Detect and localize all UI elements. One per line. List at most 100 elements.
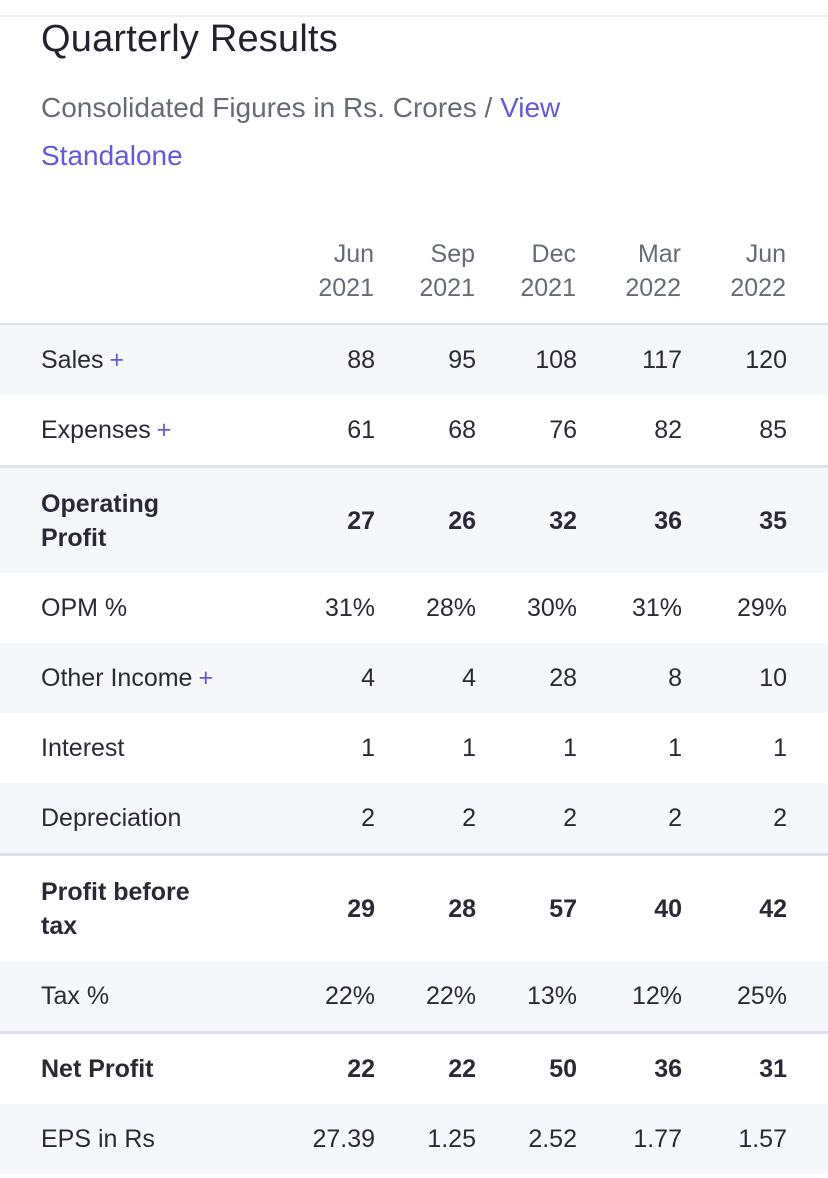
- column-year: 2021: [318, 274, 374, 302]
- row-label-text: Tax %: [41, 981, 110, 1010]
- row-pad: [787, 324, 828, 395]
- expand-plus-icon[interactable]: +: [109, 345, 125, 374]
- cell-value: 1: [668, 733, 682, 762]
- cell-value: 26: [375, 465, 476, 573]
- cell-value: 42: [682, 853, 787, 961]
- cell-value: 82: [654, 415, 682, 444]
- row-pad: [787, 573, 828, 643]
- cell-value: 31%: [324, 593, 375, 622]
- cell-value: 40: [577, 853, 682, 961]
- table-row: Interest 1 1 1 1 1: [0, 713, 828, 783]
- cell-value: 25%: [682, 961, 787, 1033]
- cell-value: 1.25: [375, 1104, 476, 1174]
- cell-value: 32: [476, 465, 577, 573]
- table-row: Profit before tax 29 28 57 40 42: [0, 853, 828, 961]
- row-label-text: Net Profit: [41, 1054, 154, 1083]
- cell-value: 2: [375, 783, 476, 855]
- row-label[interactable]: Sales +: [0, 324, 275, 395]
- cell-value: 2: [275, 783, 375, 855]
- row-label-text: Expenses: [41, 415, 151, 444]
- quarterly-results-table: Jun 2021 Sep 2021 Dec 2021 Mar 2022 Jun 2022 Sale…: [0, 236, 828, 1174]
- cell-value: 12%: [577, 961, 682, 1033]
- cell-value: 10: [682, 643, 787, 713]
- row-label-text: Other Income: [41, 663, 193, 692]
- column-header: Dec 2021: [476, 236, 577, 325]
- row-label[interactable]: Expenses +: [0, 395, 275, 467]
- cell-value: 22%: [375, 961, 476, 1033]
- row-label: Net Profit: [0, 1031, 275, 1104]
- cell-value: 2: [682, 783, 787, 855]
- row-label-text: Profit before tax: [41, 877, 190, 940]
- row-pad: [787, 395, 828, 467]
- column-header: Jun 2022: [682, 236, 787, 325]
- cell-value: 4: [375, 643, 476, 713]
- row-label: Operating Profit: [0, 465, 275, 573]
- table-row: Operating Profit 27 26 32 36 35: [0, 465, 828, 573]
- table-row: EPS in Rs 27.39 1.25 2.52 1.77 1.57: [0, 1104, 828, 1174]
- cell-value: 2.52: [476, 1104, 577, 1174]
- table-row: Tax % 22% 22% 13% 12% 25%: [0, 961, 828, 1033]
- row-pad: [787, 961, 828, 1033]
- cell-value: 31: [682, 1031, 787, 1104]
- column-month: Sep: [430, 240, 475, 268]
- table-row[interactable]: Sales +88 95 108 117 120: [0, 324, 828, 395]
- column-header: Sep 2021: [375, 236, 476, 325]
- cell-value: 117: [577, 324, 682, 395]
- row-pad: [787, 1104, 828, 1174]
- row-label: Depreciation: [0, 783, 275, 855]
- row-label-text: Depreciation: [41, 803, 182, 832]
- row-label: OPM %: [0, 573, 275, 643]
- row-label: Tax %: [0, 961, 275, 1033]
- row-pad: [787, 783, 828, 855]
- cell-value: 31%: [631, 593, 682, 622]
- cell-value: 28%: [425, 593, 476, 622]
- cell-value: 1: [773, 733, 787, 762]
- cell-value: 2: [577, 783, 682, 855]
- cell-value: 29: [275, 853, 375, 961]
- cell-value: 2: [476, 783, 577, 855]
- cell-value: 28: [375, 853, 476, 961]
- column-header: Jun 2021: [275, 236, 375, 325]
- column-month: Jun: [333, 240, 374, 268]
- row-label[interactable]: Other Income +: [0, 643, 275, 713]
- column-year: 2022: [625, 274, 681, 302]
- top-divider: [0, 15, 828, 17]
- row-pad: [787, 853, 828, 961]
- header-pad: [787, 236, 828, 325]
- cell-value: 61: [347, 415, 375, 444]
- cell-value: 57: [476, 853, 577, 961]
- column-month: Jun: [745, 240, 786, 268]
- table-row[interactable]: Other Income +4 4 28 8 10: [0, 643, 828, 713]
- cell-value: 22%: [275, 961, 375, 1033]
- column-header: Mar 2022: [577, 236, 682, 325]
- cell-value: 36: [577, 465, 682, 573]
- cell-value: 35: [682, 465, 787, 573]
- cell-value: 50: [476, 1031, 577, 1104]
- table-row[interactable]: Expenses +61 68 76 82 85: [0, 395, 828, 467]
- cell-value: 108: [476, 324, 577, 395]
- cell-value: 1: [462, 733, 476, 762]
- column-year: 2021: [419, 274, 475, 302]
- column-month: Mar: [637, 240, 681, 268]
- cell-value: 30%: [526, 593, 577, 622]
- table-row: Depreciation 2 2 2 2 2: [0, 783, 828, 855]
- row-label-text: OPM %: [41, 593, 128, 622]
- column-year: 2022: [730, 274, 786, 302]
- row-label: Profit before tax: [0, 853, 275, 961]
- expand-plus-icon[interactable]: +: [198, 663, 214, 692]
- label-header: [0, 236, 275, 325]
- cell-value: 85: [759, 415, 787, 444]
- section-subtitle: Consolidated Figures in Rs. Crores / Vie…: [41, 84, 681, 180]
- row-pad: [787, 465, 828, 573]
- cell-value: 120: [682, 324, 787, 395]
- view-standalone-link[interactable]: View Standalone: [41, 92, 561, 171]
- expand-plus-icon[interactable]: +: [156, 415, 172, 444]
- column-year: 2021: [520, 274, 576, 302]
- row-label-text: EPS in Rs: [41, 1124, 155, 1153]
- cell-value: 22: [375, 1031, 476, 1104]
- cell-value: 95: [375, 324, 476, 395]
- row-label-text: Sales: [41, 345, 104, 374]
- row-label: EPS in Rs: [0, 1104, 275, 1174]
- column-month: Dec: [531, 240, 576, 268]
- cell-value: 4: [275, 643, 375, 713]
